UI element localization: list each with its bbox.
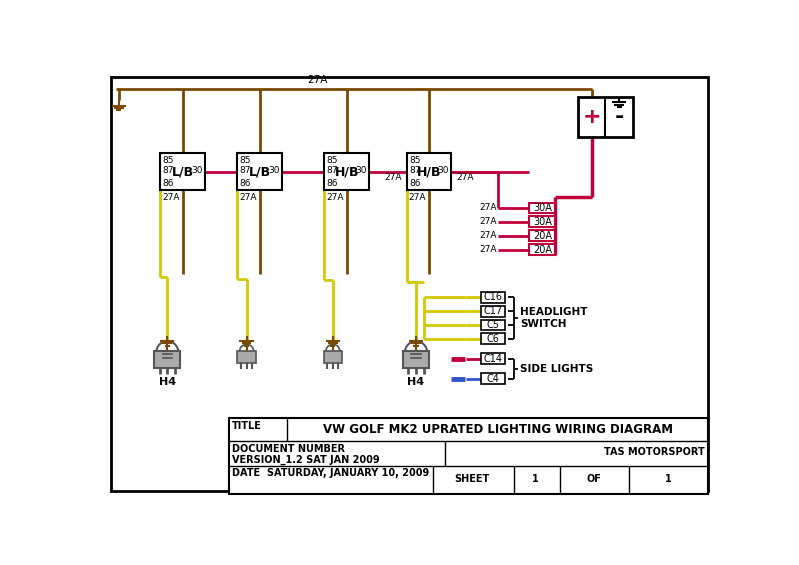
Text: 85: 85 bbox=[240, 155, 251, 164]
Text: SHEET: SHEET bbox=[454, 474, 489, 484]
Text: C17: C17 bbox=[483, 306, 503, 316]
Bar bbox=[529, 244, 555, 255]
Text: 27A: 27A bbox=[162, 193, 180, 202]
Text: 87: 87 bbox=[409, 166, 420, 175]
Text: H/B: H/B bbox=[417, 165, 441, 178]
Bar bbox=[482, 333, 505, 344]
Text: 85: 85 bbox=[163, 155, 174, 164]
Text: 87: 87 bbox=[163, 166, 174, 175]
Text: 27A: 27A bbox=[408, 193, 426, 202]
Text: 1: 1 bbox=[665, 474, 671, 484]
Bar bbox=[529, 216, 555, 227]
Text: C5: C5 bbox=[487, 320, 499, 330]
Text: SIDE LIGHTS: SIDE LIGHTS bbox=[520, 364, 593, 374]
Text: -: - bbox=[614, 107, 624, 127]
Bar bbox=[529, 231, 555, 241]
Text: C6: C6 bbox=[487, 334, 499, 344]
Text: 30A: 30A bbox=[533, 217, 552, 227]
Bar bbox=[482, 292, 505, 303]
Text: DATE  SATURDAY, JANUARY 10, 2009: DATE SATURDAY, JANUARY 10, 2009 bbox=[232, 468, 429, 478]
Text: 86: 86 bbox=[163, 179, 174, 188]
Text: VW GOLF MK2 UPRATED LIGHTING WIRING DIAGRAM: VW GOLF MK2 UPRATED LIGHTING WIRING DIAG… bbox=[324, 423, 674, 436]
Text: 27A: 27A bbox=[456, 173, 474, 182]
Text: 20A: 20A bbox=[533, 245, 552, 254]
Bar bbox=[482, 354, 505, 364]
Ellipse shape bbox=[239, 344, 254, 361]
Text: 30A: 30A bbox=[533, 203, 552, 213]
Text: 87: 87 bbox=[240, 166, 251, 175]
Text: H4: H4 bbox=[407, 377, 424, 388]
Text: 27A: 27A bbox=[384, 173, 402, 182]
Text: 86: 86 bbox=[240, 179, 251, 188]
Ellipse shape bbox=[156, 341, 178, 364]
Bar bbox=[482, 373, 505, 384]
Text: DOCUMENT NUMBER
VERSION_1.2 SAT JAN 2009: DOCUMENT NUMBER VERSION_1.2 SAT JAN 2009 bbox=[232, 444, 380, 466]
Bar bbox=[161, 153, 205, 190]
Bar bbox=[482, 320, 505, 331]
Text: C16: C16 bbox=[483, 292, 503, 302]
Bar bbox=[237, 351, 256, 363]
Text: L/B: L/B bbox=[248, 165, 271, 178]
Text: 85: 85 bbox=[327, 155, 338, 164]
Bar bbox=[154, 351, 181, 368]
Bar bbox=[482, 306, 505, 316]
Bar bbox=[229, 418, 708, 494]
Text: 85: 85 bbox=[409, 155, 420, 164]
Bar bbox=[324, 153, 369, 190]
Bar bbox=[324, 351, 342, 363]
Bar bbox=[578, 97, 633, 137]
Text: 27A: 27A bbox=[479, 231, 497, 240]
Text: 27A: 27A bbox=[239, 193, 256, 202]
Ellipse shape bbox=[405, 341, 427, 364]
Text: 30: 30 bbox=[356, 166, 367, 175]
Text: 27A: 27A bbox=[479, 218, 497, 227]
Text: 27A: 27A bbox=[479, 203, 497, 212]
Text: 30: 30 bbox=[191, 166, 203, 175]
Text: C4: C4 bbox=[487, 374, 499, 384]
Text: TITLE: TITLE bbox=[232, 421, 262, 431]
Text: OF: OF bbox=[586, 474, 602, 484]
Text: L/B: L/B bbox=[172, 165, 194, 178]
Text: +: + bbox=[582, 107, 601, 127]
Text: 30: 30 bbox=[268, 166, 280, 175]
Text: C14: C14 bbox=[483, 354, 503, 364]
Text: TAS MOTORSPORT: TAS MOTORSPORT bbox=[604, 447, 705, 457]
Text: H4: H4 bbox=[159, 377, 176, 388]
Ellipse shape bbox=[325, 344, 340, 361]
Bar bbox=[407, 153, 451, 190]
Text: H/B: H/B bbox=[335, 165, 359, 178]
Text: HEADLIGHT
SWITCH: HEADLIGHT SWITCH bbox=[520, 307, 587, 329]
Text: 27A: 27A bbox=[308, 75, 328, 85]
Text: 1: 1 bbox=[532, 474, 539, 484]
Text: 30: 30 bbox=[438, 166, 449, 175]
Bar bbox=[529, 202, 555, 214]
Text: 27A: 27A bbox=[326, 193, 344, 202]
Text: 20A: 20A bbox=[533, 231, 552, 241]
Text: 86: 86 bbox=[409, 179, 420, 188]
Text: 27A: 27A bbox=[479, 245, 497, 254]
Text: 86: 86 bbox=[327, 179, 338, 188]
Bar bbox=[237, 153, 282, 190]
Bar bbox=[403, 351, 429, 368]
Text: 87: 87 bbox=[327, 166, 338, 175]
